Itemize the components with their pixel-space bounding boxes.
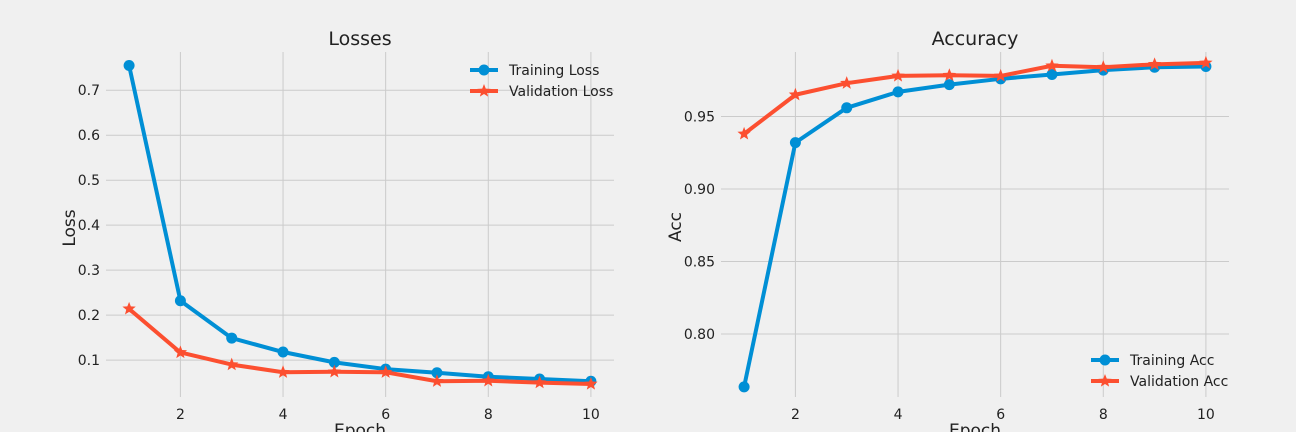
losses-training-point (123, 59, 135, 71)
accuracy-training-point (892, 86, 904, 98)
accuracy-ticks: 2 4 6 8 10 0.80 0.85 0.90 0.95 (684, 110, 1215, 423)
accuracy-validation-point (994, 68, 1008, 82)
accuracy-validation-point (840, 76, 854, 89)
accuracy-legend-label-training: Training Acc (1129, 353, 1214, 369)
losses-validation-line (127, 306, 593, 386)
losses-validation-point (327, 364, 341, 378)
losses-training-point (431, 367, 443, 379)
losses-lines (122, 59, 598, 390)
losses-legend: Training Loss Validation Loss (470, 63, 613, 100)
losses-validation-point (173, 345, 188, 359)
losses-y-tick-label: 0.5 (78, 173, 100, 189)
losses-y-axis-label: Loss (60, 209, 80, 246)
losses-y-tick-label: 0.2 (78, 308, 100, 324)
losses-legend-label-training: Training Loss (508, 63, 599, 79)
accuracy-legend-marker-validation (1098, 374, 1112, 387)
accuracy-x-tick-label: 8 (1099, 407, 1108, 423)
accuracy-validation-point (1199, 55, 1213, 69)
losses-x-tick-label: 6 (381, 407, 390, 423)
losses-grid (106, 52, 614, 397)
losses-y-tick-label: 0.3 (78, 263, 100, 279)
accuracy-legend-marker-training (1099, 354, 1111, 366)
accuracy-x-axis-label: Epoch (949, 421, 1001, 432)
accuracy-y-tick-label: 0.85 (684, 254, 715, 270)
accuracy-validation-point (1096, 60, 1110, 73)
losses-legend-marker-validation (477, 84, 491, 97)
accuracy-training-point (841, 102, 853, 114)
losses-validation-point (430, 374, 444, 387)
accuracy-grid (721, 52, 1229, 397)
accuracy-chart: 2 4 6 8 10 0.80 0.85 0.90 0.95 Accuracy Epoch Ac… (666, 28, 1229, 432)
losses-training-point (328, 356, 340, 368)
losses-x-tick-label: 10 (582, 407, 600, 423)
accuracy-training-point (943, 79, 955, 91)
losses-validation-point (379, 365, 393, 378)
accuracy-training-point (789, 137, 801, 149)
accuracy-validation-point (891, 68, 905, 82)
losses-chart: 2 4 6 8 10 0.1 0.2 0.3 0.4 0.5 0.6 0.7 Losses Epoch… (60, 28, 614, 432)
accuracy-x-tick-label: 4 (894, 407, 903, 423)
losses-legend-label-validation: Validation Loss (509, 84, 613, 100)
accuracy-validation-point (942, 68, 956, 81)
accuracy-legend-item-training: Training Acc (1091, 353, 1214, 369)
accuracy-validation-point (1045, 58, 1059, 72)
losses-validation-point (532, 375, 547, 389)
losses-x-tick-label: 4 (279, 407, 288, 423)
losses-training-point (174, 295, 186, 307)
losses-legend-item-validation: Validation Loss (470, 84, 613, 100)
accuracy-legend: Training Acc Validation Acc (1091, 353, 1228, 390)
accuracy-training-line (742, 64, 1208, 389)
losses-y-tick-label: 0.1 (78, 353, 100, 369)
losses-x-axis-label: Epoch (334, 421, 386, 432)
accuracy-validation-point (788, 87, 803, 101)
losses-y-tick-label: 0.7 (78, 83, 100, 99)
losses-validation-point (276, 365, 290, 378)
losses-ticks: 2 4 6 8 10 0.1 0.2 0.3 0.4 0.5 0.6 0.7 (78, 83, 600, 423)
accuracy-x-tick-label: 10 (1197, 407, 1215, 423)
losses-title: Losses (328, 28, 391, 50)
accuracy-x-tick-label: 2 (791, 407, 800, 423)
losses-validation-point (122, 301, 136, 315)
losses-x-tick-label: 8 (484, 407, 493, 423)
accuracy-validation-point (1147, 57, 1162, 70)
accuracy-lines (737, 55, 1213, 393)
losses-validation-point (225, 357, 239, 371)
accuracy-x-tick-label: 6 (996, 407, 1005, 423)
losses-x-tick-label: 2 (176, 407, 185, 423)
losses-validation-point (481, 373, 495, 387)
accuracy-training-point (1046, 68, 1058, 80)
accuracy-validation-point (737, 126, 751, 140)
accuracy-y-tick-label: 0.95 (684, 110, 715, 126)
losses-legend-marker-training (478, 64, 490, 76)
losses-training-point (226, 332, 238, 344)
losses-training-point (277, 346, 289, 358)
losses-training-line (127, 63, 593, 384)
losses-y-tick-label: 0.6 (78, 128, 100, 144)
accuracy-title: Accuracy (932, 28, 1019, 50)
losses-validation-point (584, 376, 598, 390)
accuracy-y-axis-label: Acc (666, 212, 686, 242)
accuracy-validation-line (742, 60, 1208, 136)
losses-y-tick-label: 0.4 (78, 218, 100, 234)
accuracy-y-tick-label: 0.80 (684, 327, 715, 343)
accuracy-legend-label-validation: Validation Acc (1130, 374, 1228, 390)
accuracy-legend-item-validation: Validation Acc (1091, 374, 1228, 390)
accuracy-training-point (738, 381, 750, 393)
accuracy-y-tick-label: 0.90 (684, 182, 715, 198)
losses-legend-item-training: Training Loss (470, 63, 599, 79)
